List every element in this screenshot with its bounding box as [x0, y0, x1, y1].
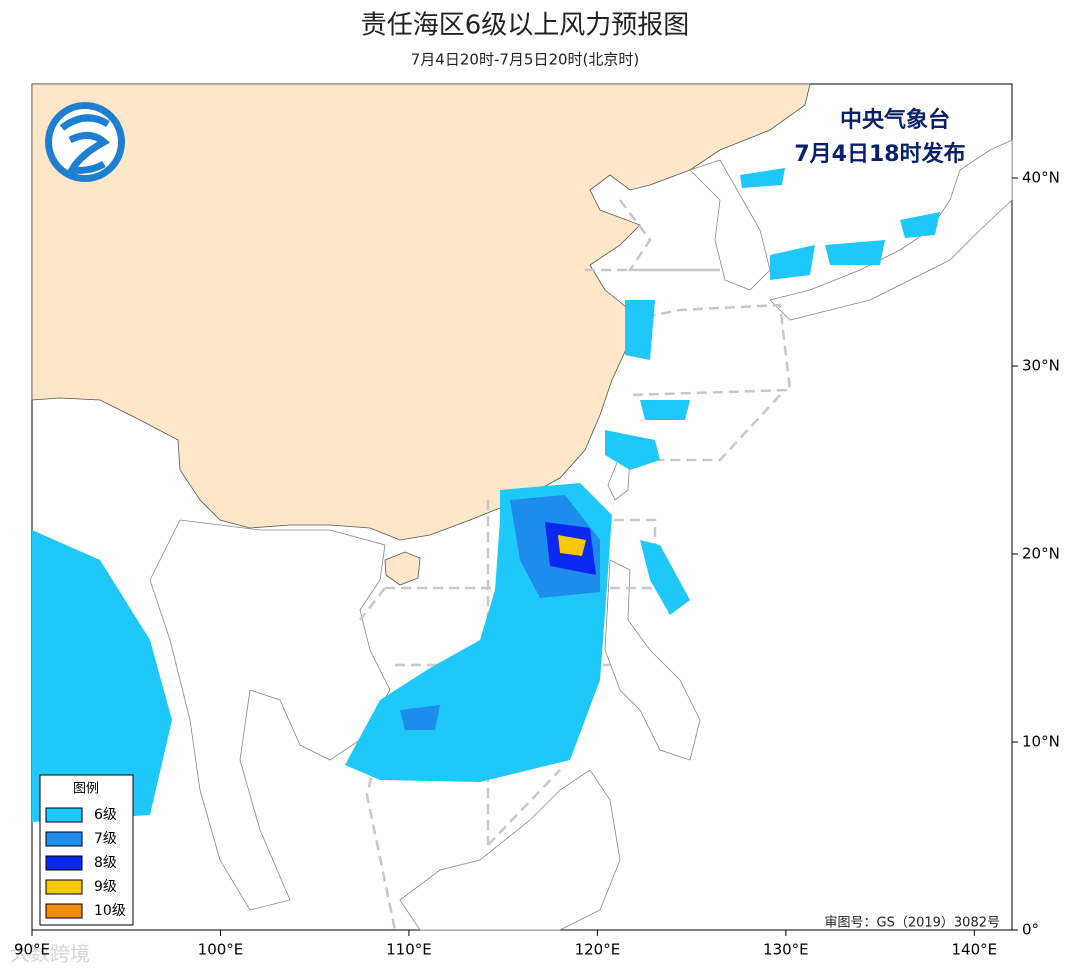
legend-swatch: [45, 831, 83, 847]
wind-area: [400, 705, 440, 730]
lon-tick-label: 100°E: [198, 941, 244, 959]
china-land: [31, 83, 811, 541]
philippines: [604, 559, 701, 761]
legend-box: [39, 774, 134, 926]
legend-label: 7级: [94, 831, 117, 847]
issuer: 中央气象台: [840, 107, 950, 133]
approval-number: 审图号：GS（2019）3082号: [825, 916, 1001, 931]
lat-tick-label: 20°N: [1022, 545, 1060, 563]
lat-tick-label: 40°N: [1022, 169, 1060, 187]
logo: [45, 102, 125, 182]
wind-area: [605, 430, 660, 470]
wind-area: [900, 212, 940, 238]
legend-swatch: [45, 807, 83, 823]
lat-tick-label: 30°N: [1022, 357, 1060, 375]
legend-swatch: [45, 855, 83, 871]
wind-area: [32, 530, 172, 822]
lon-tick-label: 140°E: [952, 941, 998, 959]
zone-lines: [359, 199, 792, 931]
wind-area: [640, 540, 690, 615]
wind-area: [770, 245, 815, 280]
wind-area: [625, 300, 655, 360]
wind-area: [640, 400, 690, 420]
hainan: [384, 551, 421, 586]
axes: 90°E 100°E 110°E 120°E 130°E 140°E 0° 10°N 20°N 3…: [14, 169, 1060, 959]
lon-tick-label: 90°E: [14, 941, 50, 959]
legend-label: 9级: [94, 879, 117, 895]
legend-label: 8级: [94, 855, 117, 871]
legend-label: 6级: [94, 807, 117, 823]
legend-swatch: [45, 903, 83, 919]
legend: 图例 6级 7级 8级 9级 10级: [39, 774, 134, 926]
japan: [769, 139, 1013, 321]
legend-swatch: [45, 879, 83, 895]
legend-title: 图例: [73, 782, 99, 797]
wind-area: [740, 168, 785, 188]
title: 责任海区6级以上风力预报图: [361, 11, 690, 41]
legend-items: 6级 7级 8级 9级 10级: [45, 807, 126, 919]
lon-tick-label: 120°E: [575, 941, 621, 959]
lat-tick-label: 0°: [1022, 921, 1039, 939]
korea: [689, 159, 771, 291]
lat-tick-label: 10°N: [1022, 733, 1060, 751]
map-area: [31, 83, 1013, 931]
issue-time: 7月4日18时发布: [794, 141, 965, 167]
wind-areas: [32, 168, 940, 822]
lon-tick-label: 130°E: [763, 941, 809, 959]
borneo: [399, 769, 621, 931]
subtitle: 7月4日20时-7月5日20时(北京时): [411, 51, 639, 69]
indochina: [149, 519, 391, 911]
wind-area: [825, 240, 885, 265]
legend-label: 10级: [94, 903, 126, 919]
watermark: 大数跨境: [10, 942, 90, 966]
wind-area: [558, 535, 586, 556]
lon-tick-label: 110°E: [386, 941, 432, 959]
